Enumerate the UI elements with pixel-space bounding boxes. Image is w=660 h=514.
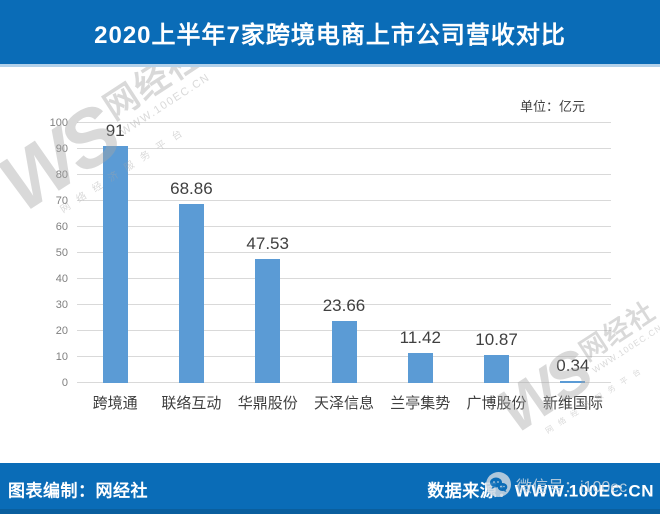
y-tick-label: 40 — [55, 273, 68, 285]
grid-line — [77, 148, 611, 149]
x-category-label: 联络互动 — [161, 395, 222, 412]
x-category-label: 跨境通 — [92, 395, 138, 412]
y-tick-label: 30 — [55, 299, 68, 311]
y-tick-label: 80 — [55, 169, 68, 181]
y-tick-label: 100 — [49, 117, 68, 129]
x-category-label: 广博股份 — [466, 395, 527, 412]
bar-value-label: 68.86 — [170, 178, 213, 198]
unit-label: 单位：亿元 — [519, 99, 585, 114]
bar-value-label: 23.66 — [322, 296, 366, 316]
y-tick-label: 70 — [55, 195, 68, 207]
y-tick-label: 10 — [55, 351, 68, 363]
footer-credit: 图表编制：网经社 — [8, 481, 148, 500]
title-bar: 2020上半年7家跨境电商上市公司营收对比 — [0, 0, 660, 67]
bar — [484, 354, 510, 383]
bar — [560, 381, 586, 383]
bar — [331, 321, 357, 383]
bar — [178, 203, 204, 383]
grid-line — [77, 200, 611, 201]
bar-value-label: 91 — [105, 121, 125, 141]
x-category-label: 天泽信息 — [313, 395, 374, 412]
y-tick-label: 0 — [61, 377, 68, 389]
grid-line — [77, 174, 611, 175]
bar — [255, 259, 281, 383]
bar-value-label: 0.34 — [556, 356, 590, 375]
bar-value-label: 10.87 — [475, 329, 518, 349]
x-category-label: 新维国际 — [542, 395, 603, 412]
x-category-label: 兰亭集势 — [390, 395, 451, 412]
y-tick-label: 20 — [55, 325, 68, 337]
page-title: 2020上半年7家跨境电商上市公司营收对比 — [94, 21, 566, 49]
y-tick-label: 60 — [55, 221, 68, 233]
bar-value-label: 47.53 — [246, 234, 289, 254]
grid-line — [77, 122, 611, 123]
grid-line — [77, 304, 611, 305]
x-category-label: 华鼎股份 — [237, 395, 298, 412]
grid-line — [77, 226, 611, 227]
footer-bar: 图表编制：网经社 数据来源：WWW.100EC.CN 微信号：i100ec — [0, 463, 660, 514]
grid-line — [77, 278, 611, 279]
y-tick-label: 90 — [55, 143, 68, 155]
bar-chart: 0 10 20 30 40 50 60 70 80 90 100 91 跨境通 68.86 联络互动 47.5… — [50, 117, 611, 412]
y-tick-label: 50 — [55, 247, 68, 259]
bar-value-label: 11.42 — [399, 328, 441, 348]
bar — [102, 146, 128, 383]
footer-data-source: 数据来源：WWW.100EC.CN — [427, 481, 654, 500]
grid-line — [77, 252, 611, 253]
bar — [407, 353, 433, 383]
